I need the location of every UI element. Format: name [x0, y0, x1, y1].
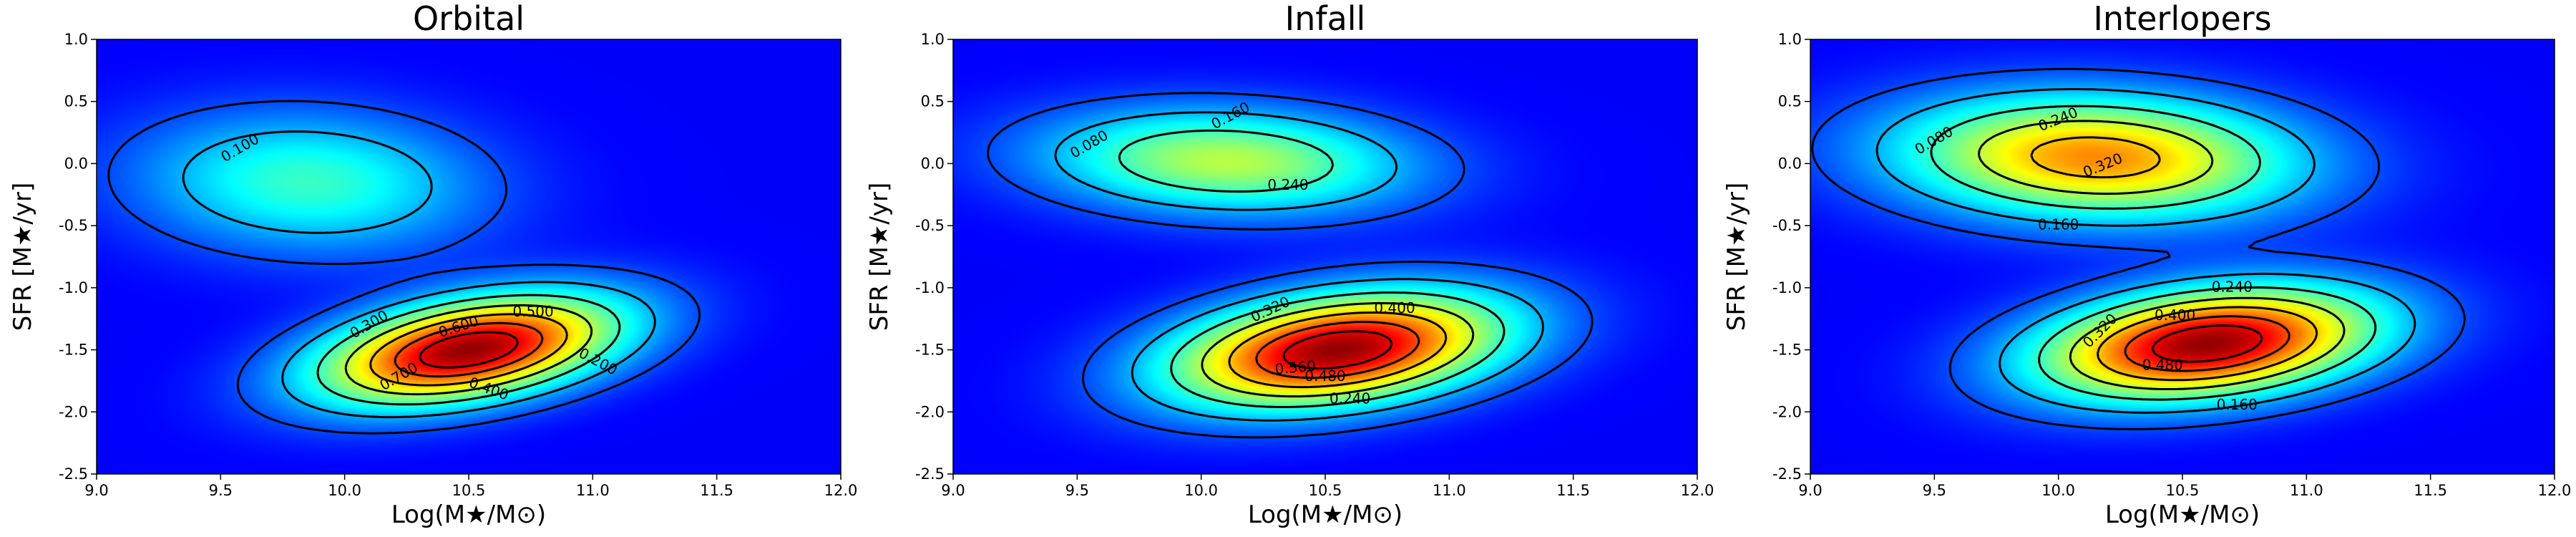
- y-tick-label: -2.0: [59, 403, 88, 420]
- contour-line-4: [344, 304, 593, 396]
- y-tick-label: -2.5: [1772, 465, 1802, 483]
- y-tick-label: -0.5: [1772, 217, 1802, 234]
- heatmap-image: [97, 39, 841, 474]
- x-axis-label: Log(M★/M⊙): [1248, 500, 1402, 529]
- y-tick-label: -1.0: [1772, 279, 1802, 296]
- x-tick-label: 10.5: [452, 482, 486, 499]
- x-axis-label: Log(M★/M⊙): [2105, 500, 2260, 529]
- x-tick-label: 12.0: [824, 482, 858, 499]
- contour-label: 0.400: [1374, 299, 1415, 316]
- contour-label: 0.240: [1330, 390, 1370, 407]
- contour-line-5: [2030, 136, 2318, 382]
- x-tick-label: 9.0: [941, 482, 965, 499]
- x-tick-label: 10.0: [328, 482, 361, 499]
- x-tick-label: 11.0: [1433, 482, 1466, 499]
- contour-label: 0.500: [513, 303, 554, 320]
- x-tick-label: 9.5: [209, 482, 233, 499]
- contour-line-7: [2151, 324, 2263, 363]
- y-tick-label: 0.5: [64, 93, 88, 110]
- y-tick-label: -2.0: [915, 403, 945, 420]
- x-tick-label: 12.0: [1681, 482, 1714, 499]
- y-tick-label: 1.0: [1778, 31, 1802, 48]
- y-tick-label: -1.0: [915, 279, 945, 296]
- contour-line-1: [1811, 67, 2466, 430]
- contour-label: 0.160: [2038, 216, 2079, 233]
- contour-label: 0.400: [2155, 306, 2195, 324]
- y-tick-label: 1.0: [921, 31, 945, 48]
- panel-title: Interlopers: [2093, 0, 2271, 38]
- x-axis-label: Log(M★/M⊙): [391, 500, 546, 529]
- x-tick-label: 11.0: [576, 482, 610, 499]
- contour-label: 0.240: [2212, 278, 2253, 295]
- x-tick-label: 11.5: [1556, 482, 1590, 499]
- contour-line-6: [394, 321, 544, 378]
- heatmap-image: [953, 39, 1697, 474]
- contour-line-1: [107, 100, 701, 435]
- panel-title: Orbital: [413, 0, 525, 38]
- x-tick-label: 10.0: [2041, 482, 2075, 499]
- y-axis-label: SFR [M★/yr]: [9, 183, 37, 331]
- x-tick-label: 10.0: [1184, 482, 1218, 499]
- y-tick-label: -0.5: [915, 217, 945, 234]
- x-tick-label: 9.5: [1923, 482, 1946, 499]
- y-tick-label: 0.0: [921, 155, 945, 172]
- contour-line-7: [418, 331, 519, 369]
- y-tick-label: -1.5: [59, 342, 88, 359]
- x-tick-label: 9.0: [1798, 482, 1822, 499]
- y-tick-label: 0.0: [64, 155, 88, 172]
- contour-line-2: [1054, 111, 1544, 422]
- x-tick-label: 10.5: [2166, 482, 2200, 499]
- y-axis-label: SFR [M★/yr]: [1722, 183, 1751, 331]
- contour-label: 0.480: [2142, 357, 2183, 374]
- contour-line-4: [1978, 120, 2346, 390]
- panel-title: Infall: [1285, 0, 1366, 38]
- contour-line-2: [182, 130, 656, 419]
- y-tick-label: 0.5: [1778, 93, 1802, 110]
- contour-line-5: [1228, 311, 1448, 389]
- y-tick-label: 0.0: [1778, 155, 1802, 172]
- x-tick-label: 9.0: [84, 482, 108, 499]
- x-tick-label: 11.5: [700, 482, 733, 499]
- contour-label: 0.240: [1267, 176, 1308, 193]
- contour-line-5: [369, 313, 568, 387]
- contour-line-2: [1875, 88, 2416, 414]
- contour-line-6: [2124, 315, 2290, 372]
- y-tick-label: 1.0: [64, 31, 88, 48]
- x-tick-label: 11.0: [2290, 482, 2323, 499]
- y-tick-label: 0.5: [921, 93, 945, 110]
- y-tick-label: -0.5: [59, 217, 88, 234]
- x-tick-label: 11.5: [2414, 482, 2447, 499]
- x-tick-label: 9.5: [1065, 482, 1089, 499]
- y-tick-label: -1.0: [59, 279, 88, 296]
- contour-line-1: [987, 92, 1594, 439]
- contour-label: 0.160: [2217, 396, 2258, 413]
- contour-line-3: [316, 294, 621, 406]
- x-tick-label: 12.0: [2538, 482, 2572, 499]
- y-tick-label: -2.5: [915, 465, 945, 483]
- y-tick-label: -2.5: [59, 465, 88, 483]
- contour-line-7: [1282, 330, 1393, 369]
- contour-label: 0.480: [1304, 367, 1345, 384]
- contour-line-4: [1201, 302, 1475, 398]
- heatmap-image: [1810, 39, 2555, 474]
- y-tick-label: -1.5: [915, 342, 945, 359]
- x-tick-label: 10.5: [1309, 482, 1342, 499]
- contour-line-6: [1255, 321, 1420, 379]
- contour-label: 0.560: [1274, 357, 1317, 378]
- y-axis-label: SFR [M★/yr]: [865, 183, 894, 331]
- y-tick-label: -2.0: [1772, 403, 1802, 420]
- contour-line-3: [1930, 105, 2377, 401]
- contour-line-3: [1118, 129, 1506, 408]
- y-tick-label: -1.5: [1772, 342, 1802, 359]
